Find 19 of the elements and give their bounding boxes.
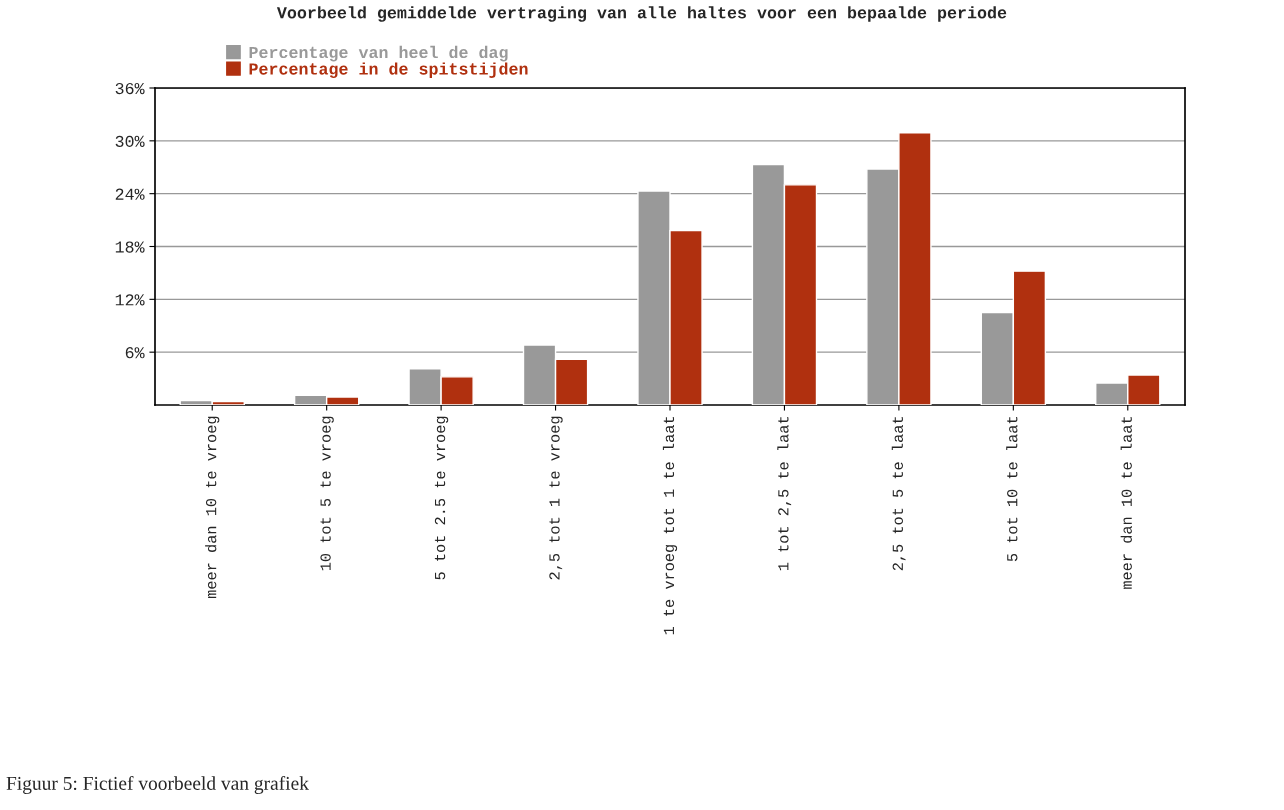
legend-label: Percentage van heel de dag [249, 45, 508, 62]
x-tick-label: 10 tot 5 te vroeg [320, 416, 334, 571]
y-tick-label: 6% [125, 347, 145, 359]
y-tick-label: 30% [115, 135, 145, 148]
y-tick-label: 18% [115, 241, 145, 253]
y-tick-label: 12% [115, 294, 145, 306]
x-tick-label: 1 te vroeg tot 1 te laat [662, 417, 678, 635]
chart-title: Voorbeeld gemiddelde vertraging van alle haltes voor een bepaalde periode [276, 6, 1007, 22]
x-tick-label: meer dan 10 te vroeg [205, 416, 220, 599]
y-tick-label: 24% [115, 188, 145, 200]
text: Figuur 5: Fictief voorbeeld van grafiek [6, 776, 309, 794]
x-tick-label: 2,5 tot 1 te vroeg [549, 416, 563, 580]
x-tick-label: 5 tot 2.5 te vroeg [434, 416, 449, 580]
x-tick-label: 1 tot 2,5 te laat [777, 417, 792, 571]
x-tick-label: 5 tot 10 te laat [1006, 417, 1018, 562]
legend-label: Percentage in de spitstijden [249, 62, 528, 78]
x-tick-label: 2,5 tot 5 te laat [891, 417, 906, 571]
x-tick-label: meer dan 10 te laat [1120, 417, 1132, 589]
y-tick-label: 36% [115, 82, 145, 95]
